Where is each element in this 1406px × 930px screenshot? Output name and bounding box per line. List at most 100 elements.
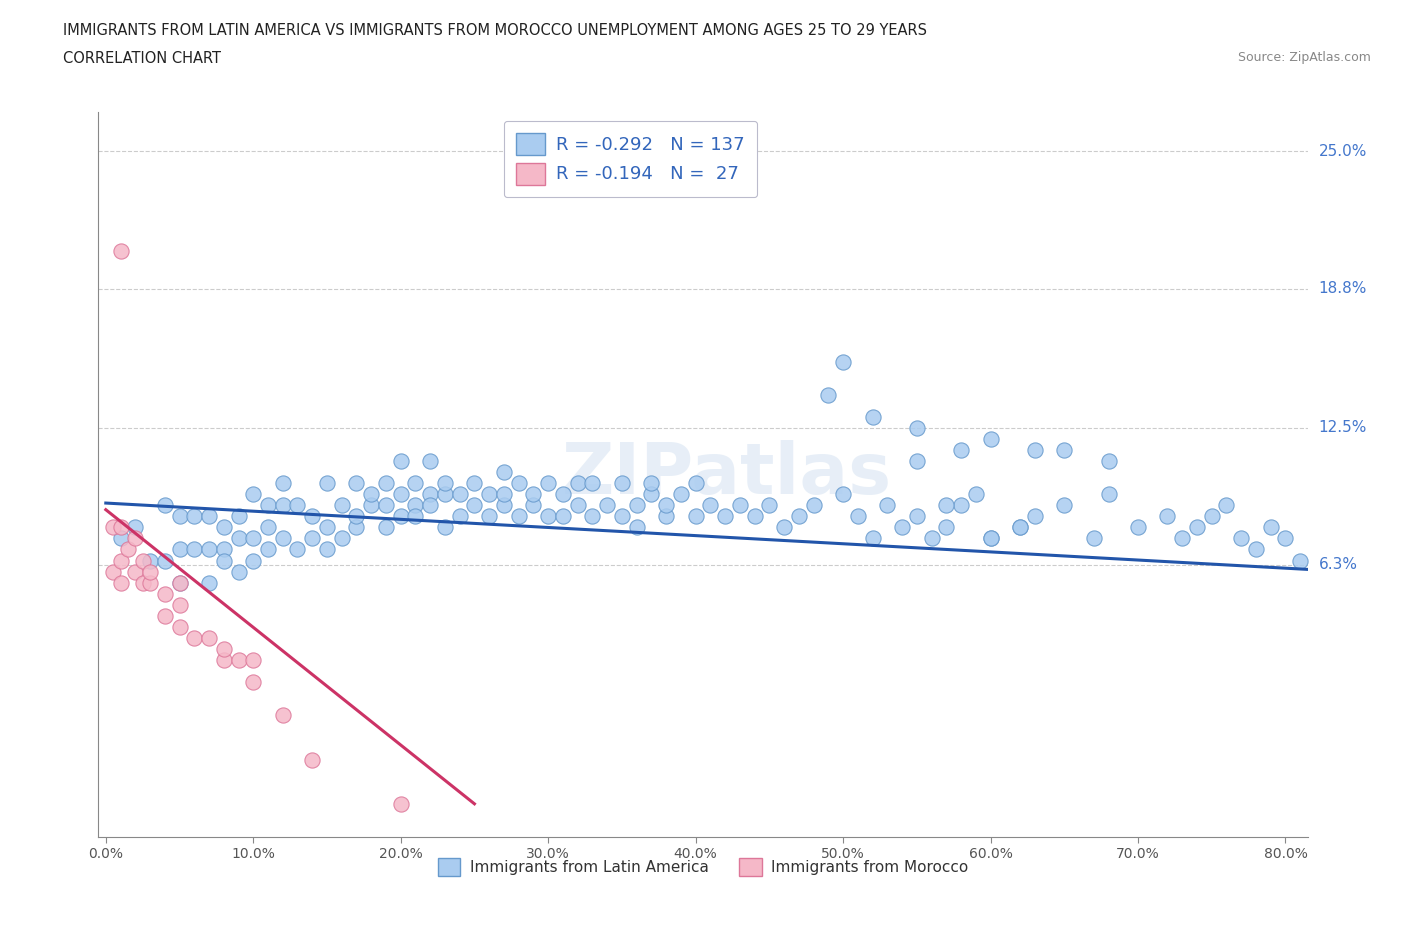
- Point: [271, 708, 294, 723]
- Point: [169, 576, 191, 591]
- Point: [198, 631, 221, 645]
- Point: [242, 553, 264, 568]
- Point: [228, 565, 250, 579]
- Point: [242, 531, 264, 546]
- Point: [817, 387, 839, 402]
- Point: [492, 465, 515, 480]
- Point: [1215, 498, 1237, 512]
- Point: [522, 486, 544, 501]
- Point: [124, 520, 146, 535]
- Point: [935, 498, 957, 512]
- Point: [980, 531, 1002, 546]
- Point: [330, 498, 353, 512]
- Point: [655, 509, 678, 524]
- Point: [375, 498, 398, 512]
- Point: [1230, 531, 1253, 546]
- Point: [626, 520, 648, 535]
- Point: [449, 486, 471, 501]
- Point: [153, 553, 176, 568]
- Point: [242, 653, 264, 668]
- Point: [287, 542, 309, 557]
- Point: [773, 520, 796, 535]
- Point: [404, 509, 426, 524]
- Point: [478, 509, 501, 524]
- Point: [744, 509, 766, 524]
- Point: [478, 486, 501, 501]
- Point: [316, 476, 339, 491]
- Point: [419, 498, 441, 512]
- Point: [101, 565, 124, 579]
- Point: [433, 476, 456, 491]
- Point: [905, 420, 928, 435]
- Point: [596, 498, 619, 512]
- Point: [655, 498, 678, 512]
- Point: [551, 509, 574, 524]
- Point: [212, 520, 235, 535]
- Point: [169, 597, 191, 612]
- Point: [183, 631, 205, 645]
- Point: [1274, 531, 1296, 546]
- Point: [389, 509, 412, 524]
- Point: [728, 498, 751, 512]
- Point: [212, 642, 235, 657]
- Text: Source: ZipAtlas.com: Source: ZipAtlas.com: [1237, 51, 1371, 64]
- Text: 25.0%: 25.0%: [1319, 144, 1367, 159]
- Point: [1008, 520, 1031, 535]
- Point: [183, 509, 205, 524]
- Point: [832, 354, 855, 369]
- Point: [950, 443, 973, 458]
- Point: [198, 509, 221, 524]
- Point: [935, 520, 957, 535]
- Point: [980, 432, 1002, 446]
- Point: [404, 476, 426, 491]
- Point: [375, 476, 398, 491]
- Text: ZIPatlas: ZIPatlas: [562, 440, 893, 509]
- Point: [508, 476, 530, 491]
- Point: [346, 520, 368, 535]
- Text: IMMIGRANTS FROM LATIN AMERICA VS IMMIGRANTS FROM MOROCCO UNEMPLOYMENT AMONG AGES: IMMIGRANTS FROM LATIN AMERICA VS IMMIGRA…: [63, 23, 928, 38]
- Point: [212, 553, 235, 568]
- Point: [803, 498, 825, 512]
- Point: [1053, 498, 1076, 512]
- Point: [699, 498, 721, 512]
- Point: [463, 498, 485, 512]
- Point: [1156, 509, 1178, 524]
- Point: [1185, 520, 1208, 535]
- Point: [965, 486, 987, 501]
- Point: [419, 454, 441, 469]
- Point: [212, 542, 235, 557]
- Point: [110, 553, 132, 568]
- Point: [110, 576, 132, 591]
- Point: [876, 498, 898, 512]
- Point: [183, 542, 205, 557]
- Point: [301, 752, 323, 767]
- Point: [110, 244, 132, 259]
- Point: [198, 542, 221, 557]
- Point: [551, 486, 574, 501]
- Point: [153, 586, 176, 601]
- Point: [316, 520, 339, 535]
- Point: [228, 509, 250, 524]
- Point: [389, 454, 412, 469]
- Point: [139, 553, 162, 568]
- Point: [891, 520, 914, 535]
- Point: [492, 498, 515, 512]
- Point: [242, 675, 264, 690]
- Point: [640, 486, 662, 501]
- Point: [1024, 509, 1046, 524]
- Point: [1289, 553, 1312, 568]
- Point: [346, 476, 368, 491]
- Point: [271, 498, 294, 512]
- Point: [685, 509, 707, 524]
- Point: [1126, 520, 1149, 535]
- Text: 12.5%: 12.5%: [1319, 420, 1367, 435]
- Point: [1201, 509, 1223, 524]
- Point: [508, 509, 530, 524]
- Point: [905, 509, 928, 524]
- Text: 6.3%: 6.3%: [1319, 557, 1358, 573]
- Point: [610, 476, 633, 491]
- Point: [1008, 520, 1031, 535]
- Point: [449, 509, 471, 524]
- Point: [139, 565, 162, 579]
- Point: [287, 498, 309, 512]
